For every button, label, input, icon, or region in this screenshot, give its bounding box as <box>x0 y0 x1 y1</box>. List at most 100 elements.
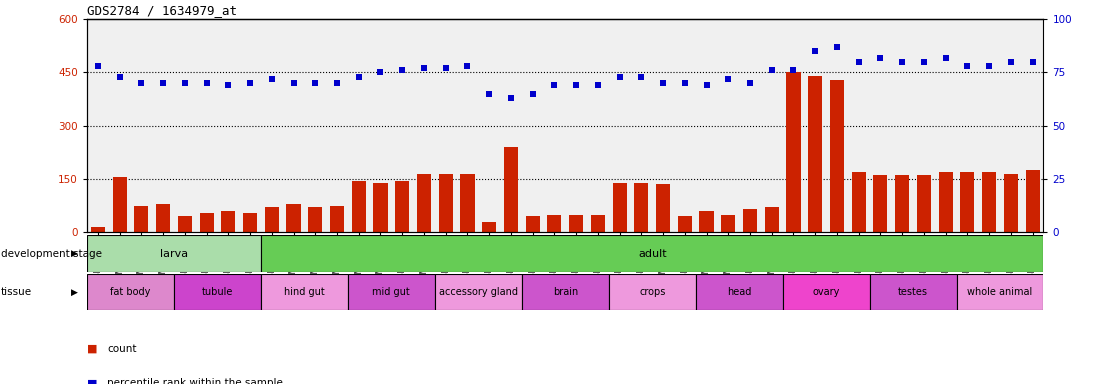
Point <box>1002 59 1020 65</box>
Point <box>436 65 454 71</box>
Bar <box>895 175 910 232</box>
Bar <box>917 175 931 232</box>
Bar <box>374 183 387 232</box>
Bar <box>221 211 235 232</box>
Point <box>372 70 389 76</box>
Text: brain: brain <box>552 287 578 297</box>
Bar <box>261 274 348 310</box>
Point <box>154 80 172 86</box>
Text: hind gut: hind gut <box>285 287 325 297</box>
Text: percentile rank within the sample: percentile rank within the sample <box>107 378 283 384</box>
Bar <box>590 215 605 232</box>
Point <box>133 80 151 86</box>
Bar <box>90 227 105 232</box>
Point <box>633 74 651 80</box>
Text: ovary: ovary <box>812 287 839 297</box>
Bar <box>830 79 844 232</box>
Bar <box>939 172 953 232</box>
Bar <box>869 274 956 310</box>
Text: ■: ■ <box>87 378 97 384</box>
Bar <box>1003 174 1018 232</box>
Point <box>936 55 954 61</box>
Bar <box>808 76 822 232</box>
Text: adult: adult <box>638 248 666 259</box>
Point <box>676 80 694 86</box>
Text: whole animal: whole animal <box>968 287 1032 297</box>
Bar <box>743 209 757 232</box>
Bar <box>522 274 608 310</box>
Bar <box>982 172 997 232</box>
Point <box>110 74 128 80</box>
Point <box>176 80 194 86</box>
Text: mid gut: mid gut <box>373 287 411 297</box>
Text: head: head <box>727 287 751 297</box>
Bar <box>782 274 869 310</box>
Text: ▶: ▶ <box>71 288 78 296</box>
Bar <box>960 172 974 232</box>
Bar <box>1026 170 1040 232</box>
Point <box>654 80 672 86</box>
Bar <box>87 235 261 272</box>
Bar <box>677 216 692 232</box>
Text: larva: larva <box>160 248 189 259</box>
Bar <box>330 206 344 232</box>
Bar <box>613 183 627 232</box>
Bar <box>200 213 213 232</box>
Bar <box>134 206 148 232</box>
Point <box>415 65 433 71</box>
Point <box>806 48 824 54</box>
Point <box>220 82 238 88</box>
Text: GDS2784 / 1634979_at: GDS2784 / 1634979_at <box>87 3 237 17</box>
Point <box>589 82 607 88</box>
Point <box>849 59 867 65</box>
Bar <box>482 222 497 232</box>
Point <box>567 82 585 88</box>
Bar <box>243 213 257 232</box>
Point <box>872 55 889 61</box>
Bar <box>261 235 1043 272</box>
Bar <box>395 181 410 232</box>
Bar <box>634 183 648 232</box>
Bar <box>177 216 192 232</box>
Point <box>285 80 302 86</box>
Bar <box>547 215 561 232</box>
Point <box>523 91 541 97</box>
Point <box>263 76 281 82</box>
Text: fat body: fat body <box>110 287 151 297</box>
Text: tubule: tubule <box>202 287 233 297</box>
Point <box>393 67 411 73</box>
Point <box>720 76 738 82</box>
Bar <box>608 274 695 310</box>
Point <box>785 67 802 73</box>
Point <box>1023 59 1041 65</box>
Bar <box>852 172 866 232</box>
Bar <box>569 215 584 232</box>
Bar <box>656 184 670 232</box>
Text: accessory gland: accessory gland <box>439 287 518 297</box>
Point <box>698 82 715 88</box>
Text: ▶: ▶ <box>71 249 78 258</box>
Text: tissue: tissue <box>1 287 32 297</box>
Point <box>241 80 259 86</box>
Bar <box>503 147 518 232</box>
Bar <box>113 177 127 232</box>
Bar <box>764 207 779 232</box>
Point <box>459 63 477 69</box>
Point <box>307 80 325 86</box>
Bar <box>695 274 782 310</box>
Point <box>502 95 520 101</box>
Bar <box>787 73 800 232</box>
Point <box>959 63 976 69</box>
Bar <box>700 211 713 232</box>
Bar <box>87 274 174 310</box>
Point <box>198 80 215 86</box>
Bar <box>956 274 1043 310</box>
Text: ■: ■ <box>87 344 97 354</box>
Point <box>610 74 628 80</box>
Point <box>546 82 564 88</box>
Point <box>915 59 933 65</box>
Bar <box>156 204 171 232</box>
Text: development stage: development stage <box>1 248 103 259</box>
Bar <box>874 175 887 232</box>
Bar <box>721 215 735 232</box>
